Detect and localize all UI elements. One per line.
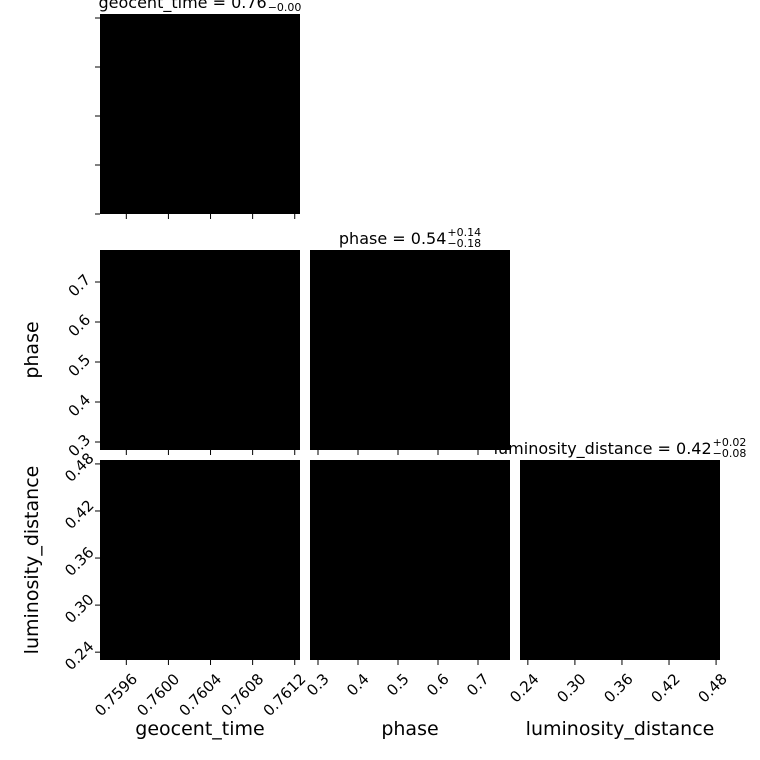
pair-phase-luminosity_distance-frame — [310, 460, 510, 660]
panel-title-geocent_time: geocent_time = 0.76+0.00−0.00 — [99, 0, 302, 14]
x-axis-label-geocent_time: geocent_time — [135, 718, 264, 740]
hist-geocent_time-frame — [100, 14, 300, 214]
x-tick-label-luminosity_distance: 0.48 — [694, 670, 730, 706]
x-tick-label-geocent_time: 0.7612 — [260, 670, 310, 720]
pair-geocent_time-luminosity_distance-sample — [302, 605, 304, 607]
y-tick-label-luminosity_distance: 0.36 — [61, 543, 97, 579]
panel-title-phase: phase = 0.54 +0.14−0.18 — [339, 226, 481, 250]
x-tick-label-phase: 0.5 — [383, 670, 413, 700]
x-tick-label-luminosity_distance: 0.24 — [506, 670, 542, 706]
pair-phase-luminosity_distance-sample — [513, 503, 515, 505]
y-tick-label-phase: 0.5 — [65, 351, 95, 381]
panel-title-plus-luminosity_distance: +0.02 — [713, 436, 747, 449]
x-tick-label-geocent_time: 0.7608 — [218, 670, 268, 720]
pair-phase-luminosity_distance-sample — [511, 508, 513, 510]
x-tick-label-phase: 0.4 — [343, 670, 373, 700]
x-tick-label-luminosity_distance: 0.36 — [600, 670, 636, 706]
x-tick-label-geocent_time: 0.7596 — [91, 670, 141, 720]
ticks-layer — [95, 17, 717, 665]
panel-title-luminosity_distance: luminosity_distance = 0.42 +0.02−0.08 — [494, 436, 747, 460]
pair-phase-luminosity_distance-sample — [509, 499, 510, 502]
pair-geocent_time-phase-sample — [209, 245, 211, 247]
y-tick-label-luminosity_distance: 0.30 — [61, 590, 97, 626]
x-tick-label-luminosity_distance: 0.42 — [647, 670, 683, 706]
panel-title-main-phase: phase = 0.54 — [339, 229, 446, 248]
pair-phase-luminosity_distance-sample — [518, 485, 520, 487]
y-tick-label-phase: 0.7 — [65, 271, 95, 301]
x-axis-label-phase: phase — [381, 718, 438, 740]
panel-title-plus-geocent_time: +0.00 — [268, 0, 302, 3]
x-axis-label-luminosity_distance: luminosity_distance — [526, 718, 715, 740]
hist-luminosity_distance-frame — [520, 460, 720, 660]
panel-title-minus-geocent_time: −0.00 — [268, 1, 302, 14]
hist-phase-frame — [310, 250, 510, 450]
pair-geocent_time-phase-sample — [227, 458, 229, 460]
panel-title-main-geocent_time: geocent_time = 0.76 — [99, 0, 267, 13]
y-tick-label-luminosity_distance: 0.42 — [61, 496, 97, 532]
x-tick-label-geocent_time: 0.7600 — [133, 670, 183, 720]
x-tick-label-phase: 0.7 — [463, 670, 493, 700]
frames-layer — [100, 14, 720, 660]
y-tick-label-luminosity_distance: 0.24 — [61, 638, 97, 674]
panel-title-plus-phase: +0.14 — [447, 226, 481, 239]
pair-phase-luminosity_distance-sample — [514, 488, 516, 490]
y-tick-label-phase: 0.4 — [65, 391, 95, 421]
y-tick-label-phase: 0.6 — [65, 311, 95, 341]
pair-geocent_time-phase-sample — [216, 247, 218, 249]
y-axis-label-phase: phase — [21, 321, 43, 378]
x-tick-label-phase: 0.3 — [303, 670, 333, 700]
x-tick-label-luminosity_distance: 0.30 — [553, 670, 589, 706]
panel-title-minus-luminosity_distance: −0.08 — [713, 447, 747, 460]
pair-geocent_time-phase-sample — [214, 235, 216, 237]
x-tick-label-phase: 0.6 — [423, 670, 453, 700]
panel-title-minus-phase: −0.18 — [447, 237, 481, 250]
pair-geocent_time-phase-frame — [100, 250, 300, 450]
x-tick-label-geocent_time: 0.7604 — [175, 670, 225, 720]
pair-geocent_time-phase-sample — [217, 245, 219, 247]
panel-title-main-luminosity_distance: luminosity_distance = 0.42 — [494, 439, 712, 459]
pair-phase-luminosity_distance-sample — [514, 491, 516, 493]
pair-geocent_time-luminosity_distance-frame — [100, 460, 300, 660]
y-axis-label-luminosity_distance: luminosity_distance — [21, 466, 43, 655]
y-tick-label-luminosity_distance: 0.48 — [61, 449, 97, 485]
pair-phase-luminosity_distance-sample — [514, 496, 516, 498]
